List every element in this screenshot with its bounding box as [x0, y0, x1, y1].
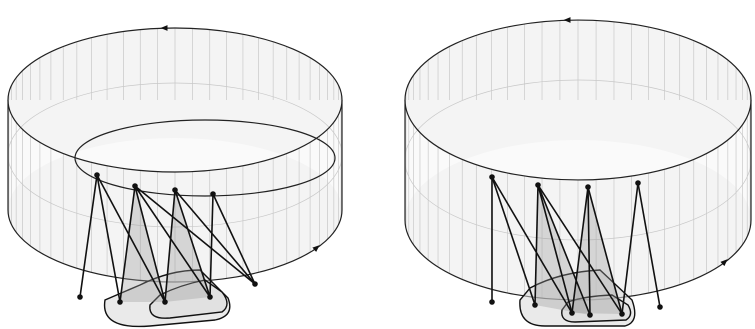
chord	[537, 184, 591, 316]
top-edge	[404, 19, 752, 101]
shaded-triangle	[165, 190, 210, 302]
vertex	[585, 184, 591, 190]
vertex	[489, 299, 495, 305]
chord	[491, 176, 536, 306]
vertex	[210, 191, 216, 197]
chord	[119, 185, 136, 303]
chord	[621, 182, 639, 315]
vertex	[587, 312, 593, 318]
top-front-edge	[404, 99, 752, 181]
vertex	[489, 174, 495, 180]
vertex	[532, 302, 538, 308]
top-edge	[7, 27, 343, 101]
vertex	[162, 299, 168, 305]
vertex	[94, 172, 100, 178]
vertex	[535, 182, 541, 188]
vertex	[569, 310, 575, 316]
cylinder-band	[404, 17, 752, 327]
vertex	[77, 294, 83, 300]
vertex	[132, 183, 138, 189]
vertex	[117, 299, 123, 305]
chord	[164, 189, 176, 303]
top-front-edge	[7, 99, 343, 173]
chord	[134, 185, 166, 303]
chord	[587, 186, 623, 315]
mobius-band	[7, 25, 343, 328]
band-face	[8, 100, 342, 210]
chord	[212, 193, 256, 285]
chord	[96, 174, 166, 303]
arrow	[720, 259, 728, 267]
chord	[637, 182, 661, 308]
vertex	[207, 294, 213, 300]
vertex	[619, 311, 625, 317]
chord	[571, 186, 589, 314]
chord	[134, 185, 256, 285]
chord	[174, 189, 211, 298]
chord	[537, 184, 573, 314]
vertex	[635, 180, 641, 186]
arrow	[312, 245, 320, 252]
chord	[534, 184, 539, 306]
chord	[96, 174, 121, 303]
chord	[79, 174, 98, 298]
vertex	[172, 187, 178, 193]
vertex	[252, 281, 258, 287]
chord	[491, 176, 573, 314]
chord	[134, 185, 211, 298]
chord	[174, 189, 256, 285]
chord	[209, 193, 214, 298]
band-face	[405, 100, 751, 220]
chord	[587, 186, 591, 316]
vertex	[657, 304, 663, 310]
